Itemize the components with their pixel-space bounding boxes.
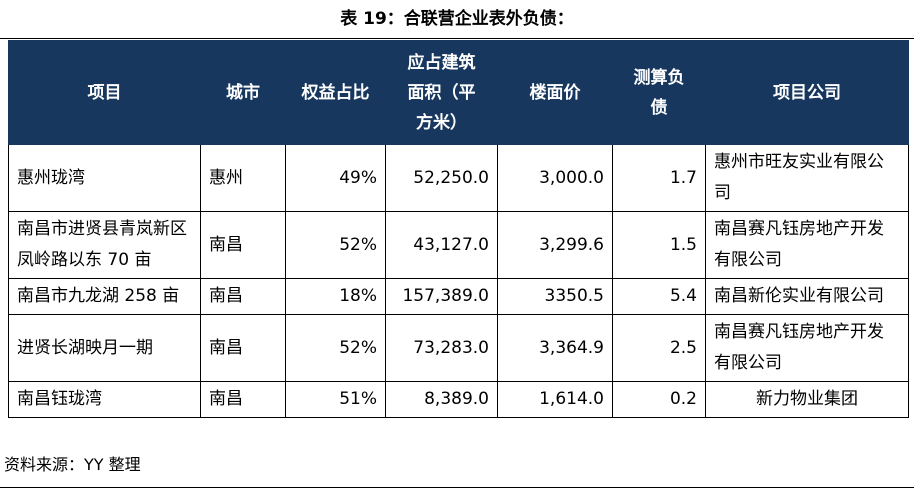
header-cell: 项目公司 <box>705 40 909 145</box>
table-cell: 52% <box>285 314 386 382</box>
table-cell: 51% <box>285 381 386 418</box>
table: 项目 城市 权益占比 应占建筑面积（平方米） 楼面价 测算负债 项目公司 惠州珑湾 惠州 49%… <box>8 40 909 418</box>
table-cell: 3,364.9 <box>497 314 613 382</box>
table-cell: 惠州市旺友实业有限公司 <box>705 144 909 212</box>
table-cell: 南昌 <box>200 211 286 279</box>
table-cell: 惠州 <box>200 144 286 212</box>
header-row: 项目 城市 权益占比 应占建筑面积（平方米） 楼面价 测算负债 项目公司 <box>8 40 909 145</box>
table-cell: 18% <box>285 278 386 315</box>
table-cell: 南昌 <box>200 314 286 382</box>
table-cell: 1.7 <box>612 144 706 212</box>
header-cell: 项目 <box>8 40 201 145</box>
table-cell: 49% <box>285 144 386 212</box>
table-cell: 3,299.6 <box>497 211 613 279</box>
table-row: 南昌钰珑湾 南昌 51% 8,389.0 1,614.0 0.2 新力物业集团 <box>8 381 909 418</box>
header-cell: 城市 <box>200 40 286 145</box>
table-cell: 5.4 <box>612 278 706 315</box>
table-cell: 1,614.0 <box>497 381 613 418</box>
table-row: 南昌市九龙湖 258 亩南昌 18% 157,389.0 3350.5 5.4 南昌新伦实… <box>8 278 909 315</box>
table-cell: 南昌赛凡钰房地产开发有限公司 <box>705 314 909 382</box>
source-note: 资料来源：YY 整理 <box>4 455 141 474</box>
header-cell: 应占建筑面积（平方米） <box>385 40 498 145</box>
table-row: 南昌市进贤县青岚新区凤岭路以东 70 亩南昌 52% 43,127.0 3,299.6… <box>8 211 909 279</box>
table-cell: 0.2 <box>612 381 706 418</box>
table-cell: 52,250.0 <box>385 144 498 212</box>
header-cell: 权益占比 <box>285 40 386 145</box>
table-body: 惠州珑湾 惠州 49% 52,250.0 3,000.0 1.7 惠州市旺友实业有限公司 南昌… <box>8 144 909 418</box>
table-cell: 73,283.0 <box>385 314 498 382</box>
table-cell: 南昌市九龙湖 258 亩 <box>8 278 201 315</box>
bottom-rule <box>0 487 914 488</box>
table-row: 进贤长湖映月一期 南昌 52% 73,283.0 3,364.9 2.5 南昌赛凡钰房地产开… <box>8 314 909 382</box>
table-cell: 南昌市进贤县青岚新区凤岭路以东 70 亩 <box>8 211 201 279</box>
header-cell: 测算负债 <box>612 40 706 145</box>
table-cell: 3350.5 <box>497 278 613 315</box>
table-cell: 43,127.0 <box>385 211 498 279</box>
table-cell: 3,000.0 <box>497 144 613 212</box>
table-cell: 南昌 <box>200 381 286 418</box>
table-cell: 新力物业集团 <box>705 381 909 418</box>
table-cell: 南昌赛凡钰房地产开发有限公司 <box>705 211 909 279</box>
table-cell: 157,389.0 <box>385 278 498 315</box>
table-row: 惠州珑湾 惠州 49% 52,250.0 3,000.0 1.7 惠州市旺友实业有限公司 <box>8 144 909 212</box>
table-cell: 8,389.0 <box>385 381 498 418</box>
header-cell: 楼面价 <box>497 40 613 145</box>
table-cell: 1.5 <box>612 211 706 279</box>
table-cell: 南昌新伦实业有限公司 <box>705 278 909 315</box>
table-cell: 52% <box>285 211 386 279</box>
table-cell: 南昌 <box>200 278 286 315</box>
table-cell: 南昌钰珑湾 <box>8 381 201 418</box>
table-cell: 进贤长湖映月一期 <box>8 314 201 382</box>
table-cell: 惠州珑湾 <box>8 144 201 212</box>
table-title: 表 19：合联营企业表外负债： <box>0 0 914 39</box>
table-cell: 2.5 <box>612 314 706 382</box>
